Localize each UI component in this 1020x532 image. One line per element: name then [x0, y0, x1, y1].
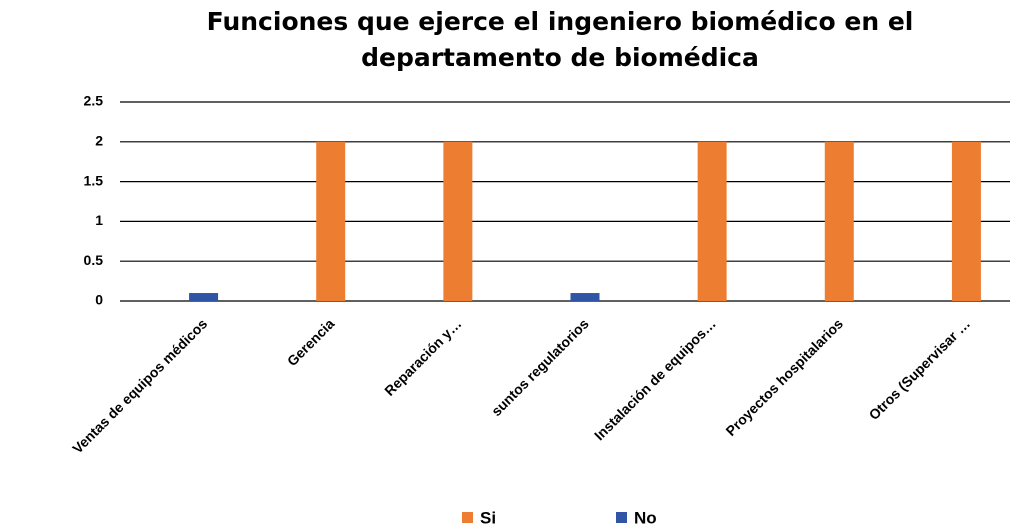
y-tick-label: 0 — [95, 292, 103, 308]
x-tick-label: Otros (Supervisar … — [866, 315, 974, 423]
bar — [316, 141, 346, 301]
bar — [189, 293, 219, 301]
y-tick-label: 2 — [95, 133, 103, 149]
legend-label: No — [634, 508, 657, 527]
bar — [443, 141, 473, 301]
x-tick-label: Ventas de equipos médicos — [69, 315, 210, 456]
x-tick-label: suntos regulatorios — [488, 315, 592, 419]
legend-swatch — [616, 512, 627, 523]
x-tick-label: Proyectos hospitalarios — [722, 315, 846, 439]
y-tick-label: 2.5 — [84, 93, 104, 109]
y-tick-label: 1 — [95, 212, 103, 228]
y-tick-label: 0.5 — [84, 252, 104, 268]
chart-title: Funciones que ejerce el ingeniero bioméd… — [206, 7, 914, 72]
legend-swatch — [462, 512, 473, 523]
legend-label: Si — [480, 508, 496, 527]
y-tick-label: 1.5 — [84, 172, 104, 188]
bar — [951, 141, 981, 301]
bar — [824, 141, 854, 301]
x-tick-label: Instalación de equipos… — [591, 315, 719, 443]
x-tick-label: Gerencia — [284, 315, 338, 369]
x-tick-label: Reparación y… — [381, 315, 464, 398]
bar — [697, 141, 727, 301]
bar — [570, 293, 600, 301]
